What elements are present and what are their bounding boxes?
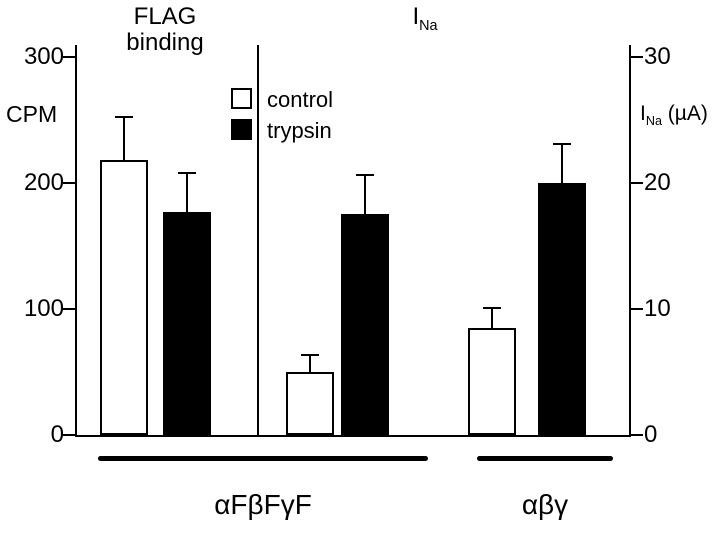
left-tick-300 — [63, 56, 75, 58]
bar-trypsin — [341, 214, 389, 435]
error-bar-stem — [561, 145, 563, 183]
left-tick-label-200: 200 — [23, 169, 64, 196]
group1-label: αFβFγF — [214, 489, 312, 520]
bar-control — [286, 372, 334, 435]
legend-swatch-trypsin — [231, 119, 252, 140]
error-bar-stem — [123, 118, 125, 160]
error-bar-stem — [186, 174, 188, 212]
left-axis-line — [75, 45, 77, 437]
left-axis-title: CPM — [6, 101, 58, 127]
left-tick-200 — [63, 182, 75, 184]
bottom-axis-line — [75, 435, 631, 437]
bar-trypsin — [538, 183, 586, 435]
right-panel-title-main: I — [412, 3, 420, 30]
error-bar-stem — [491, 309, 493, 328]
legend-label-control: control — [267, 87, 334, 112]
right-axis-line — [629, 45, 631, 437]
left-tick-label-100: 100 — [23, 295, 64, 322]
right-axis-title-sub: Na — [645, 114, 662, 129]
right-tick-10 — [631, 308, 643, 310]
right-axis-title: INa (µA) — [640, 102, 708, 133]
right-panel-title: INa — [385, 4, 465, 39]
right-axis-title-main: I — [640, 102, 646, 125]
right-tick-30 — [631, 56, 643, 58]
error-bar-cap — [483, 307, 501, 309]
bar-control — [100, 160, 148, 435]
left-tick-label-300: 300 — [23, 43, 64, 70]
legend-swatch-control — [231, 88, 252, 109]
left-panel-title: FLAG binding — [80, 4, 250, 56]
legend-label-trypsin: trypsin — [267, 118, 332, 143]
left-tick-label-0: 0 — [50, 421, 64, 448]
left-tick-0 — [63, 434, 75, 436]
error-bar-cap — [356, 174, 374, 176]
group1-underline — [98, 456, 428, 461]
error-bar-stem — [364, 176, 366, 214]
bar-trypsin — [163, 212, 211, 435]
group2-underline — [477, 456, 613, 461]
right-panel-title-sub: Na — [419, 17, 438, 34]
panel-divider-line — [257, 45, 259, 436]
right-tick-label-0: 0 — [644, 421, 658, 448]
right-tick-label-10: 10 — [644, 295, 671, 322]
left-panel-title-line1: FLAG — [133, 3, 197, 30]
error-bar-stem — [309, 356, 311, 372]
left-panel-title-line2: binding — [126, 29, 204, 56]
bar-control — [468, 328, 516, 435]
right-tick-label-30: 30 — [644, 43, 671, 70]
error-bar-cap — [301, 354, 319, 356]
error-bar-cap — [115, 116, 133, 118]
error-bar-cap — [553, 143, 571, 145]
error-bar-cap — [178, 172, 196, 174]
group2-label: αβγ — [521, 489, 569, 520]
right-axis-title-unit: (µA) — [661, 102, 708, 125]
right-tick-0 — [631, 434, 643, 436]
left-tick-100 — [63, 308, 75, 310]
right-tick-20 — [631, 182, 643, 184]
right-tick-label-20: 20 — [644, 169, 671, 196]
